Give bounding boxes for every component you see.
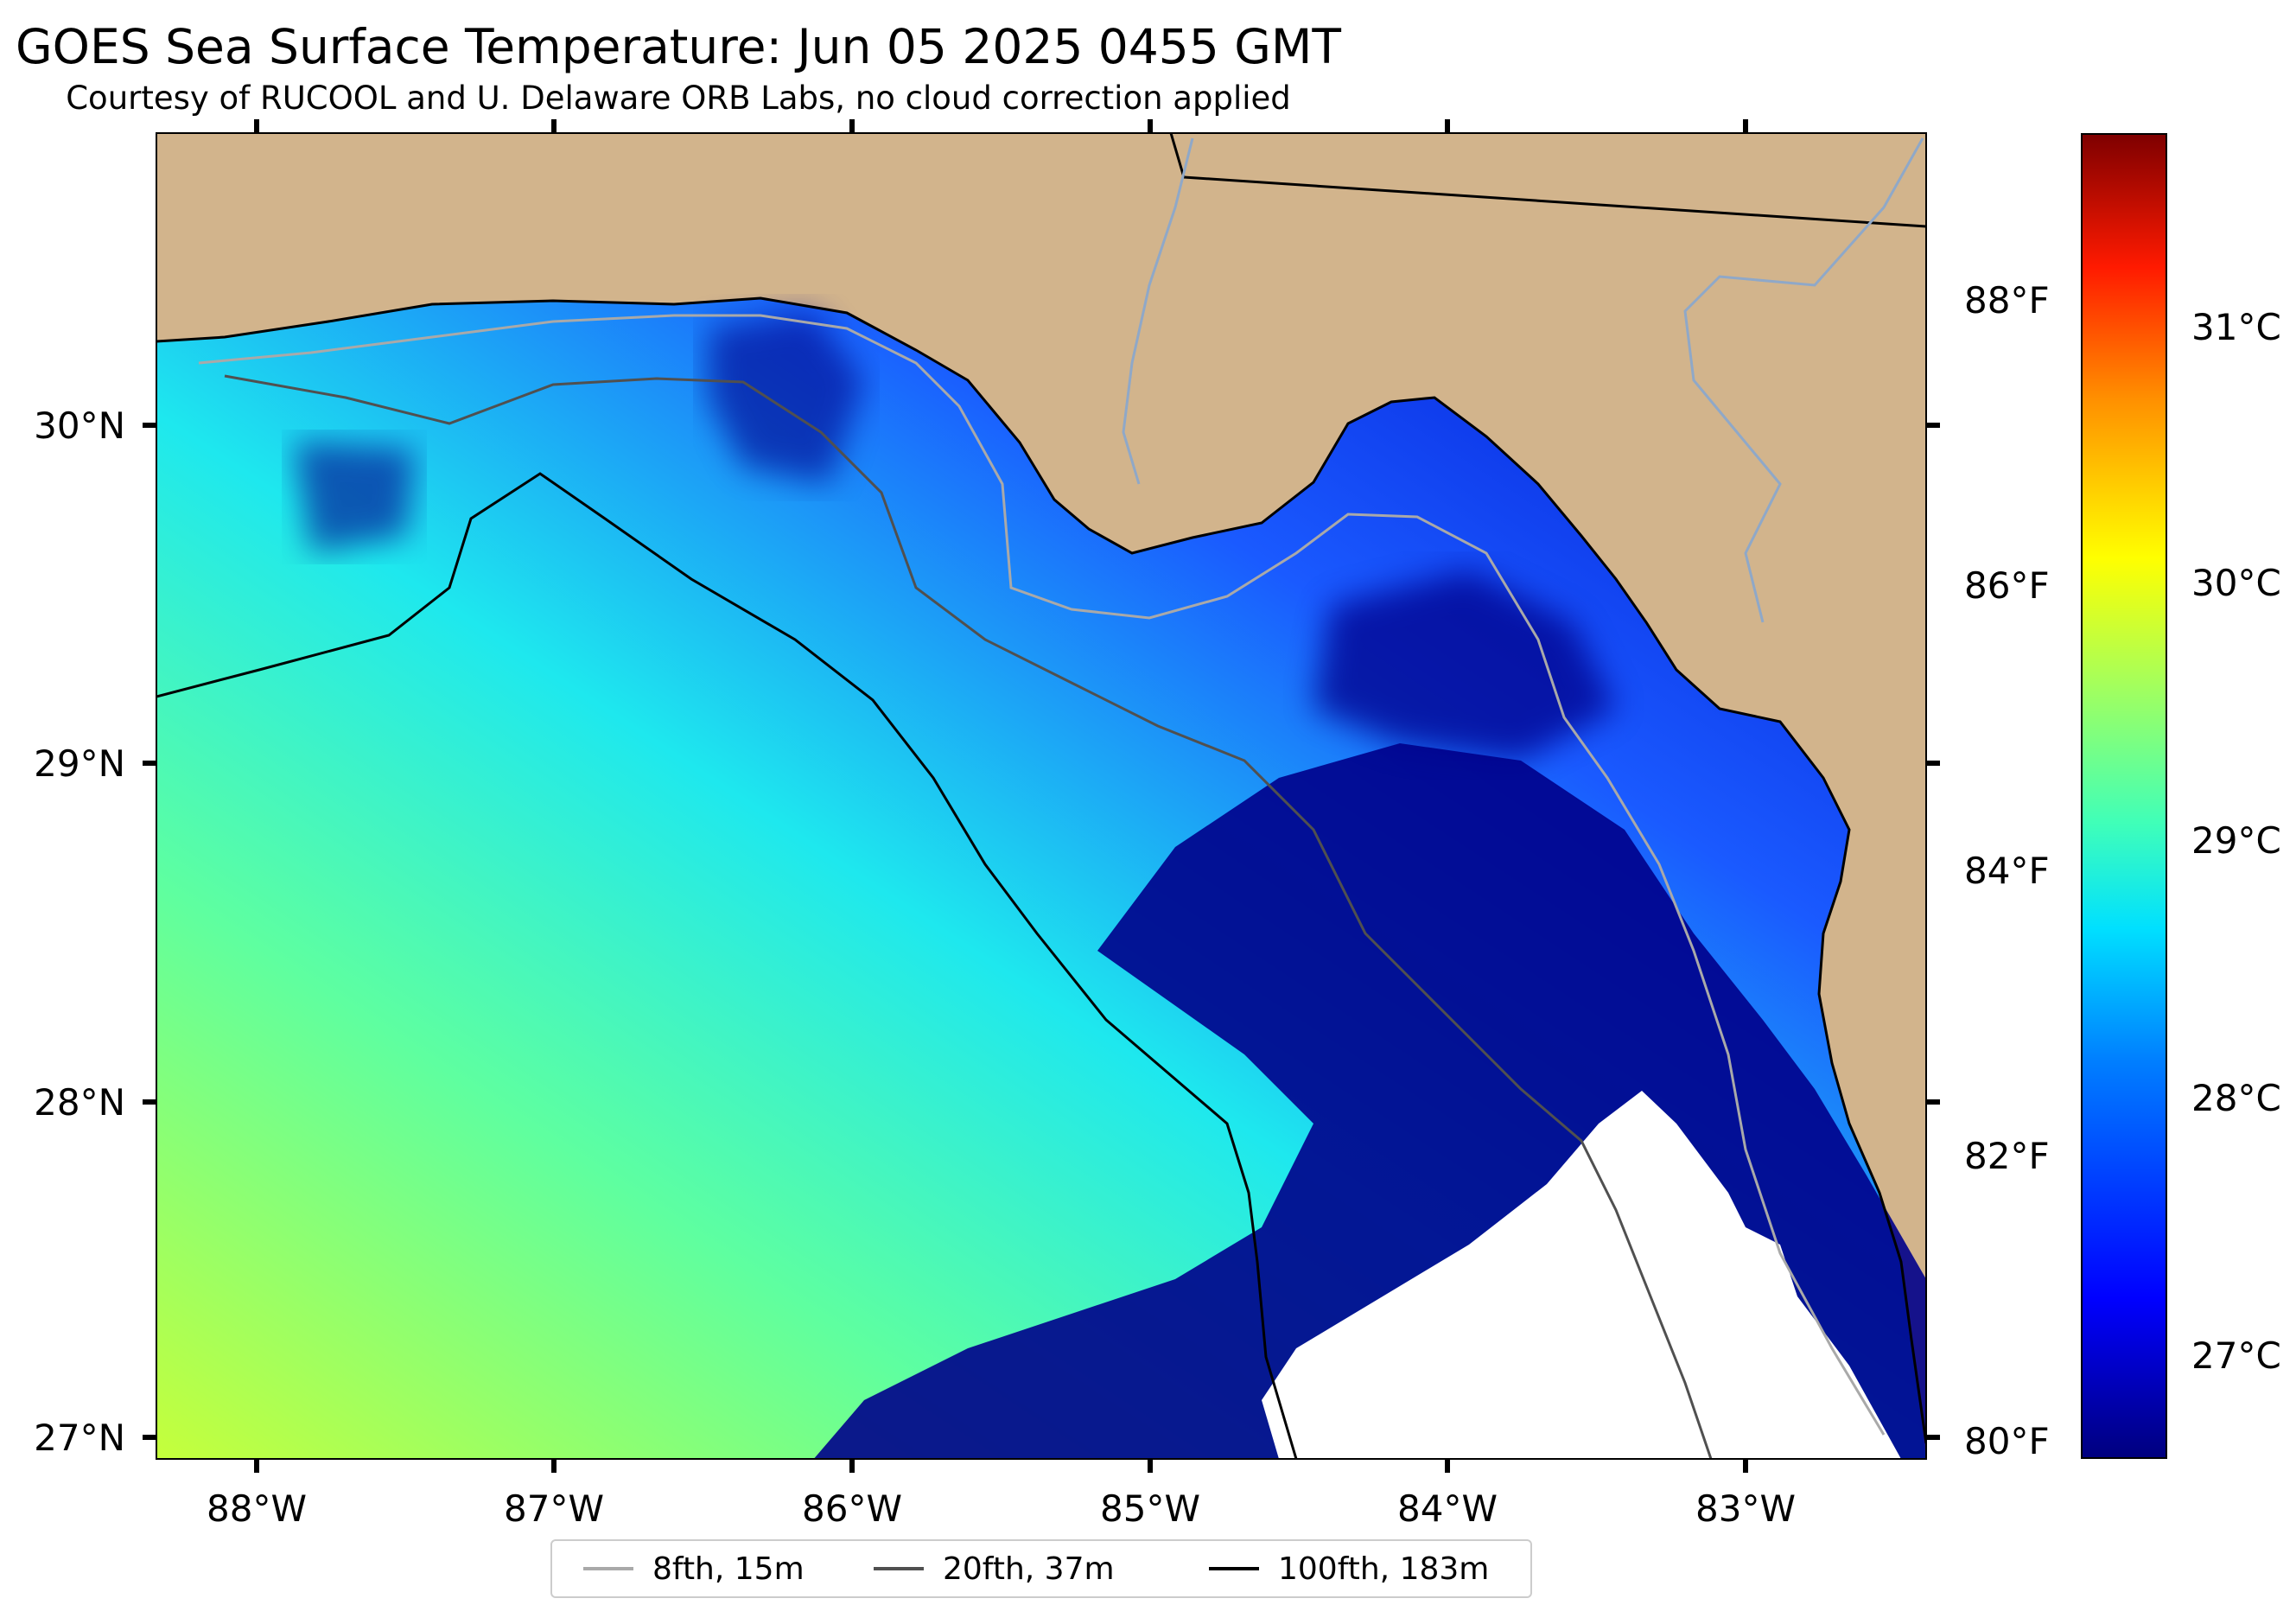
map-subtitle: Courtesy of RUCOOL and U. Delaware ORB L… bbox=[66, 80, 1291, 117]
isobath-20fth bbox=[224, 374, 1713, 1459]
legend-item-100fth: 100fth, 183m bbox=[1209, 1541, 1489, 1596]
lon-label-83w: 83°W bbox=[1695, 1487, 1796, 1530]
river bbox=[1122, 137, 1194, 485]
temp-f-82: 82°F bbox=[1964, 1135, 2050, 1177]
lon-label-84w: 84°W bbox=[1397, 1487, 1498, 1530]
temp-c-27: 27°C bbox=[2191, 1334, 2281, 1377]
temp-c-31: 31°C bbox=[2191, 306, 2281, 348]
lat-label-30n: 30°N bbox=[34, 404, 125, 447]
lat-label-29n: 29°N bbox=[34, 742, 125, 785]
legend-label: 100fth, 183m bbox=[1278, 1551, 1490, 1587]
lon-label-87w: 87°W bbox=[504, 1487, 604, 1530]
lat-label-28n: 28°N bbox=[34, 1081, 125, 1124]
isobath-100fth bbox=[156, 472, 1298, 1459]
state-border bbox=[1183, 175, 1926, 228]
map-frame bbox=[156, 132, 1927, 1460]
temp-f-80: 80°F bbox=[1964, 1420, 2050, 1462]
legend-item-20fth: 20fth, 37m bbox=[874, 1541, 1115, 1596]
temp-f-84: 84°F bbox=[1964, 850, 2050, 892]
temp-f-86: 86°F bbox=[1964, 564, 2050, 607]
lat-label-27n: 27°N bbox=[34, 1417, 125, 1459]
colorbar-gradient bbox=[2083, 135, 2166, 1457]
no-data-area bbox=[1262, 1091, 1901, 1459]
coastline bbox=[156, 296, 1926, 1444]
temp-f-88: 88°F bbox=[1964, 279, 2050, 322]
legend-line-icon bbox=[1209, 1567, 1259, 1570]
legend-line-icon bbox=[583, 1567, 633, 1570]
legend-item-8fth: 8fth, 15m bbox=[583, 1541, 805, 1596]
isobath-legend: 8fth, 15m 20fth, 37m 100fth, 183m bbox=[550, 1539, 1532, 1598]
temp-c-29: 29°C bbox=[2191, 819, 2281, 862]
lon-label-86w: 86°W bbox=[802, 1487, 902, 1530]
colorbar bbox=[2081, 133, 2167, 1459]
legend-label: 20fth, 37m bbox=[943, 1551, 1115, 1587]
legend-label: 8fth, 15m bbox=[652, 1551, 805, 1587]
map-title: GOES Sea Surface Temperature: Jun 05 202… bbox=[16, 19, 1341, 74]
temp-c-28: 28°C bbox=[2191, 1077, 2281, 1119]
legend-line-icon bbox=[874, 1567, 924, 1570]
lon-label-85w: 85°W bbox=[1100, 1487, 1200, 1530]
isobath-8fth bbox=[198, 314, 1886, 1436]
lon-label-88w: 88°W bbox=[207, 1487, 307, 1530]
temp-c-30: 30°C bbox=[2191, 562, 2281, 604]
